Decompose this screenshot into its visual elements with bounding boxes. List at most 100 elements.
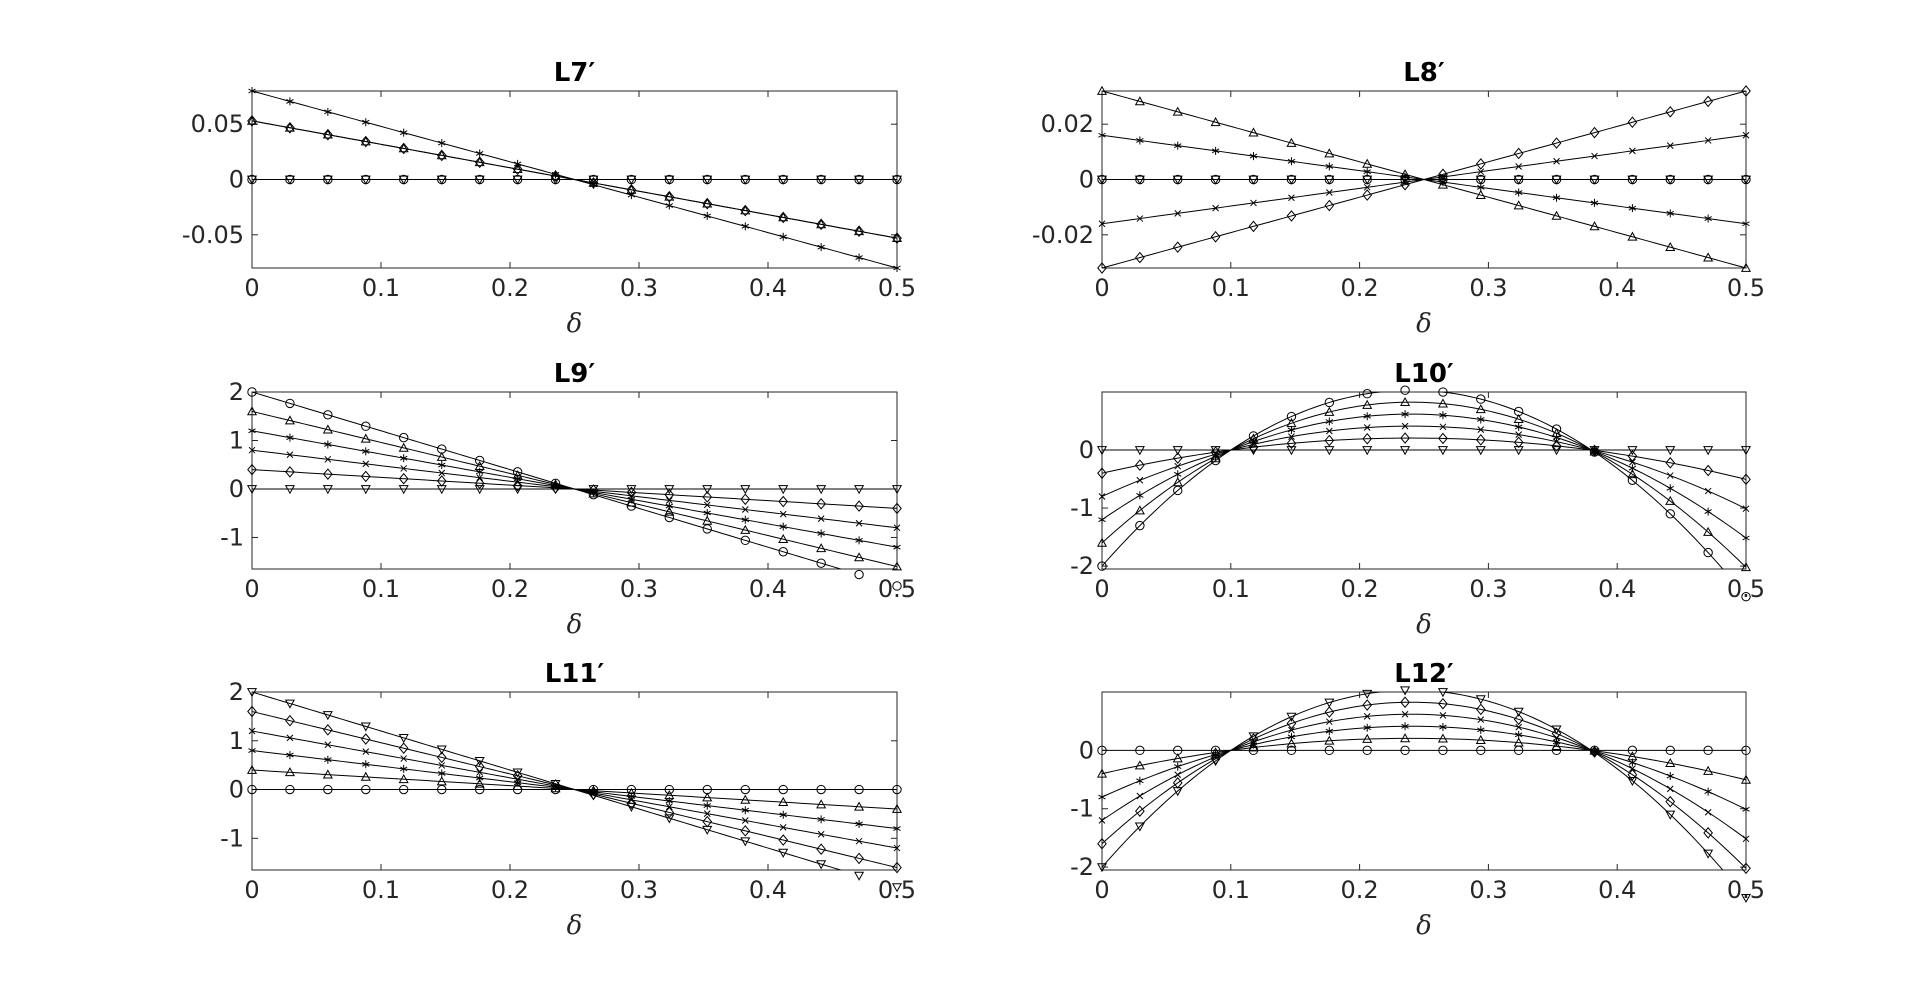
asterisk-marker <box>1704 507 1712 516</box>
diamond-marker <box>1097 837 1107 850</box>
asterisk-marker <box>1136 491 1144 500</box>
diamond-marker <box>1438 168 1448 181</box>
cross-marker <box>703 501 711 509</box>
triangle-down-marker <box>398 485 409 495</box>
triangle-down-marker <box>1703 446 1714 456</box>
diamond-marker <box>1286 437 1297 450</box>
asterisk-marker <box>1098 793 1106 802</box>
circle-marker <box>437 784 447 795</box>
x-tick-label: 0.1 <box>1212 274 1250 302</box>
cross-marker <box>741 506 749 513</box>
triangle-up-marker <box>1324 148 1335 158</box>
cross-marker <box>1363 183 1371 191</box>
triangle-up-marker <box>1400 733 1411 743</box>
x-tick-label: 0.3 <box>1469 575 1507 603</box>
series-asterisk <box>1102 725 1746 810</box>
y-tick-label: 0.02 <box>1041 110 1094 138</box>
diamond-marker <box>247 705 257 718</box>
triangle-up-marker <box>1134 505 1145 515</box>
subplot-title: L7′ <box>554 58 596 88</box>
cross-marker <box>1553 157 1560 165</box>
circle-marker <box>1627 475 1638 486</box>
triangle-up-marker <box>778 796 789 807</box>
circle-marker <box>323 784 333 795</box>
circle-marker <box>626 784 637 795</box>
triangle-up-marker <box>1096 768 1108 778</box>
cross-marker <box>1742 505 1750 513</box>
triangle-down-marker <box>436 485 447 495</box>
triangle-down-marker <box>474 756 485 767</box>
diamond-marker <box>1286 210 1297 222</box>
triangle-down-marker <box>1134 446 1145 456</box>
asterisk-marker <box>893 264 901 272</box>
y-tick-label: 0 <box>1079 166 1094 194</box>
triangle-down-marker <box>854 175 865 185</box>
triangle-up-marker <box>891 803 903 813</box>
x-tick-label: 0.2 <box>491 575 529 603</box>
triangle-up-marker <box>1627 751 1638 761</box>
circle-marker <box>778 547 788 557</box>
circle-marker <box>1286 411 1297 422</box>
circle-marker <box>323 410 333 420</box>
asterisk-marker <box>1249 152 1258 161</box>
diamond-marker <box>398 742 409 755</box>
triangle-down-marker <box>1740 175 1752 185</box>
triangle-up-marker <box>284 767 295 777</box>
triangle-down-marker <box>1665 810 1676 820</box>
x-tick-label: 0.3 <box>620 575 658 603</box>
series-markers <box>1098 422 1750 513</box>
triangle-down-marker <box>1324 175 1335 185</box>
triangle-down-marker <box>436 175 447 185</box>
diamond-marker <box>892 502 902 515</box>
cross-marker <box>1666 142 1674 150</box>
diamond-marker <box>1703 827 1713 839</box>
diamond-marker <box>1097 467 1107 480</box>
cross-marker <box>1629 458 1636 466</box>
asterisk-marker <box>665 502 674 511</box>
diamond-marker <box>285 121 295 134</box>
triangle-down-marker <box>1324 446 1335 456</box>
diamond-marker <box>436 751 447 764</box>
series-markers <box>1097 385 1751 602</box>
triangle-down-marker <box>550 175 561 185</box>
triangle-down-marker <box>1740 893 1752 904</box>
triangle-down-marker <box>1740 446 1752 456</box>
cross-marker <box>1288 194 1295 202</box>
triangle-down-marker <box>284 699 295 709</box>
triangle-down-marker <box>891 485 903 495</box>
x-tick-label: 0.4 <box>749 876 787 904</box>
cross-marker <box>817 515 825 523</box>
series-asterisk <box>1102 413 1746 539</box>
cross-marker <box>1363 713 1371 720</box>
circle-marker <box>1703 745 1713 756</box>
triangle-down-marker <box>1589 446 1600 456</box>
diamond-marker <box>854 852 864 865</box>
triangle-down-marker <box>740 485 751 495</box>
diamond-marker <box>1248 220 1259 233</box>
x-tick-label: 0.3 <box>620 876 658 904</box>
diamond-marker <box>664 806 675 819</box>
diamond-marker <box>1324 199 1335 212</box>
asterisk-marker <box>855 253 863 262</box>
circle-marker <box>816 784 826 795</box>
asterisk-marker <box>475 467 484 476</box>
y-tick-label: 2 <box>229 678 244 706</box>
x-tick-label: 0.5 <box>1727 876 1765 904</box>
cross-marker <box>817 830 825 838</box>
circle-marker <box>1513 745 1524 756</box>
triangle-up-marker <box>398 773 409 784</box>
y-tick-label: -0.02 <box>1032 221 1094 249</box>
x-tick-label: 0.4 <box>1598 575 1636 603</box>
series-diamond <box>1102 91 1746 268</box>
cross-marker <box>1553 734 1560 742</box>
asterisk-marker <box>1552 193 1561 202</box>
cross-marker <box>628 492 635 500</box>
triangle-up-marker <box>1134 760 1145 770</box>
x-tick-label: 0 <box>244 274 259 302</box>
circle-marker <box>892 581 902 591</box>
x-tick-label: 0.1 <box>1212 575 1250 603</box>
series-line <box>1102 737 1746 781</box>
triangle-up-marker <box>1400 396 1411 407</box>
triangle-down-marker <box>1362 689 1373 699</box>
asterisk-marker <box>438 139 446 148</box>
